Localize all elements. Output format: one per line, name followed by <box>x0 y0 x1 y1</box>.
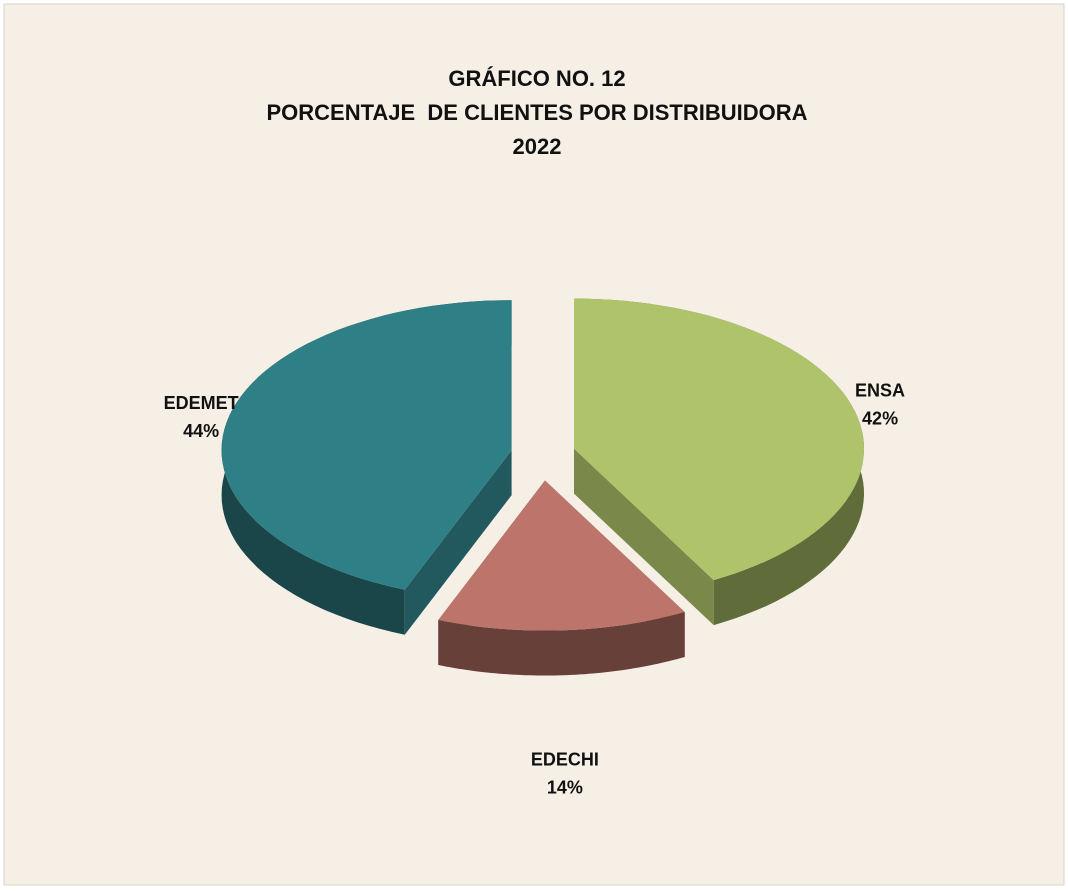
chart-title: GRÁFICO NO. 12 <box>448 66 625 91</box>
data-label-value: 44% <box>183 421 219 441</box>
slice <box>438 480 685 631</box>
chart-title: PORCENTAJE DE CLIENTES POR DISTRIBUIDORA <box>266 100 807 125</box>
slice-wall <box>574 448 714 626</box>
chart-title: 2022 <box>513 134 562 159</box>
chart-background <box>3 3 1065 886</box>
data-label-value: 14% <box>547 778 583 798</box>
slice <box>221 300 512 590</box>
data-label-value: 42% <box>862 408 898 428</box>
data-label-name: EDEMET <box>164 393 239 413</box>
data-label-name: ENSA <box>855 380 905 400</box>
slice <box>574 298 864 581</box>
data-label-name: EDECHI <box>531 750 599 770</box>
slice-wall <box>404 450 512 635</box>
slice-rim <box>438 612 685 676</box>
